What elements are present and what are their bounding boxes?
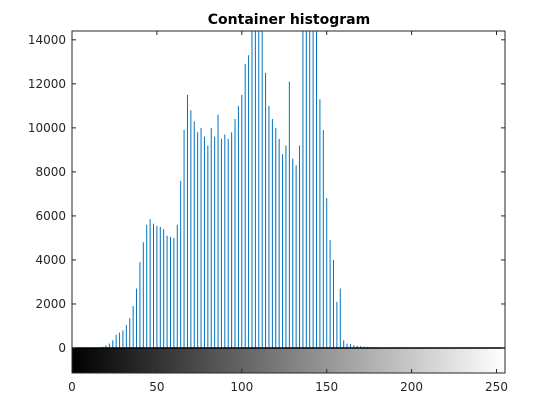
y-axis: 0 2000 4000 6000 8000 10000 12000 14000 [28, 33, 505, 355]
x-axis: 0 50 100 150 200 250 [68, 31, 508, 394]
x-tick-label: 0 [68, 380, 76, 394]
x-tick-label: 100 [230, 380, 253, 394]
colorbar-gradient [72, 348, 505, 373]
x-tick-label: 250 [485, 380, 508, 394]
y-tick-label: 12000 [28, 77, 66, 91]
y-tick-label: 10000 [28, 121, 66, 135]
x-tick-label: 200 [400, 380, 423, 394]
histogram-bars [98, 31, 423, 348]
y-tick-label: 14000 [28, 33, 66, 47]
grayscale-colorbar [72, 348, 505, 373]
plot-area-frame [71, 30, 506, 374]
chart-title: Container histogram [208, 12, 370, 28]
x-tick-label: 50 [149, 380, 164, 394]
y-tick-label: 0 [58, 341, 66, 355]
y-tick-label: 4000 [35, 253, 66, 267]
y-tick-label: 6000 [35, 209, 66, 223]
x-tick-label: 150 [315, 380, 338, 394]
y-tick-label: 8000 [35, 165, 66, 179]
y-tick-label: 2000 [35, 297, 66, 311]
